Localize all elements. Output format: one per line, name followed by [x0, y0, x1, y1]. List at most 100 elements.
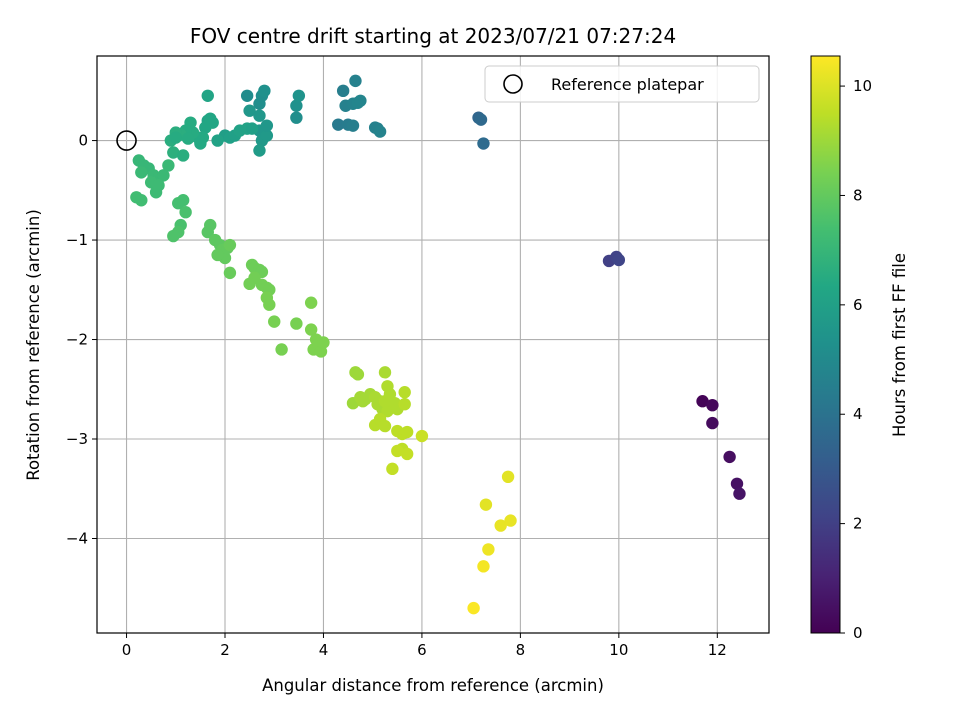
data-point	[612, 253, 626, 267]
data-point	[169, 131, 182, 144]
data-point	[260, 129, 274, 142]
data-points	[130, 74, 746, 615]
plot-frame	[96, 55, 770, 634]
data-point	[260, 119, 274, 132]
colorbar-tick-label: 6	[853, 296, 863, 314]
data-point	[383, 388, 397, 401]
x-tick-label: 10	[609, 641, 628, 659]
data-point	[477, 137, 490, 150]
colorbar	[810, 55, 841, 634]
data-point	[290, 99, 303, 112]
legend-entry-reference-platepar: Reference platepar	[551, 75, 704, 94]
data-point	[167, 229, 180, 243]
data-point	[346, 119, 360, 132]
data-point	[354, 94, 367, 107]
data-point	[381, 404, 394, 418]
x-axis-label: Angular distance from reference (arcmin)	[262, 676, 604, 695]
data-point	[162, 159, 175, 172]
y-axis-label: Rotation from reference (arcmin)	[24, 209, 43, 481]
data-point	[706, 398, 719, 412]
legend-reference-marker	[503, 74, 523, 94]
data-point	[332, 118, 345, 131]
data-point	[240, 89, 254, 102]
y-tick-label: −4	[66, 529, 88, 547]
data-point	[135, 166, 148, 179]
x-tick-label: 6	[417, 641, 427, 659]
chart-title: FOV centre drift starting at 2023/07/21 …	[190, 24, 676, 48]
data-point	[290, 317, 303, 330]
colorbar-tick-label: 2	[853, 515, 863, 533]
colorbar-ticks: 0 2 4 6 8 10	[840, 77, 872, 642]
colorbar-tick-label: 0	[853, 624, 863, 642]
x-tick-label: 12	[708, 641, 727, 659]
data-point	[706, 416, 719, 430]
data-point	[373, 125, 387, 138]
x-tick-label: 2	[220, 641, 230, 659]
data-point	[474, 113, 488, 126]
data-point	[176, 194, 190, 207]
data-point	[211, 134, 224, 147]
data-point	[378, 366, 392, 379]
x-tick-label: 4	[319, 641, 329, 659]
data-point	[730, 477, 744, 490]
data-point	[253, 109, 266, 122]
data-point	[199, 121, 212, 134]
colorbar-label: Hours from first FF file	[890, 253, 909, 437]
data-point	[176, 149, 190, 162]
data-point	[398, 386, 411, 399]
data-point	[696, 395, 709, 408]
legend: Reference platepar	[484, 65, 760, 103]
data-point	[482, 543, 495, 556]
data-point	[479, 498, 493, 511]
plot-area	[97, 56, 769, 633]
y-tick-label: −3	[66, 430, 88, 448]
data-point	[243, 277, 256, 291]
data-point	[275, 343, 288, 356]
data-point	[268, 315, 281, 328]
data-point	[501, 470, 515, 484]
data-point	[733, 487, 746, 500]
data-point	[494, 519, 507, 532]
data-point	[292, 89, 306, 102]
data-point	[477, 560, 490, 573]
data-point	[263, 298, 276, 311]
data-point	[351, 368, 365, 381]
data-point	[152, 179, 165, 192]
x-axis-ticks: 0 2 4 6 8 10 12	[122, 633, 727, 659]
data-point	[504, 514, 517, 527]
y-tick-label: −1	[66, 231, 88, 249]
data-point	[349, 74, 362, 88]
data-point	[317, 336, 330, 349]
reference-platepar-marker	[116, 130, 137, 151]
data-point	[290, 111, 303, 124]
data-point	[304, 296, 318, 309]
x-tick-label: 0	[122, 641, 132, 659]
data-point	[179, 205, 192, 219]
data-point	[253, 144, 266, 157]
x-tick-label: 8	[516, 641, 526, 659]
data-point	[336, 84, 350, 98]
colorbar-tick-label: 4	[853, 405, 863, 423]
data-point	[223, 238, 237, 252]
data-point	[304, 323, 318, 336]
data-point	[157, 169, 170, 182]
colorbar-tick-label: 10	[853, 77, 872, 95]
data-point	[245, 122, 259, 135]
data-point	[467, 601, 480, 615]
data-point	[258, 84, 271, 98]
data-point	[400, 425, 414, 439]
data-point	[135, 194, 148, 207]
data-point	[391, 444, 404, 458]
data-point	[181, 132, 195, 145]
reference-point	[116, 130, 137, 151]
data-point	[723, 450, 736, 464]
data-point	[415, 429, 429, 443]
y-tick-label: −2	[66, 331, 88, 349]
data-point	[201, 225, 214, 239]
data-point	[398, 397, 411, 411]
y-axis-ticks: −4 −3 −2 −1 0	[66, 132, 97, 547]
data-point	[211, 248, 224, 262]
legend-box	[484, 65, 760, 103]
data-point	[378, 419, 392, 433]
